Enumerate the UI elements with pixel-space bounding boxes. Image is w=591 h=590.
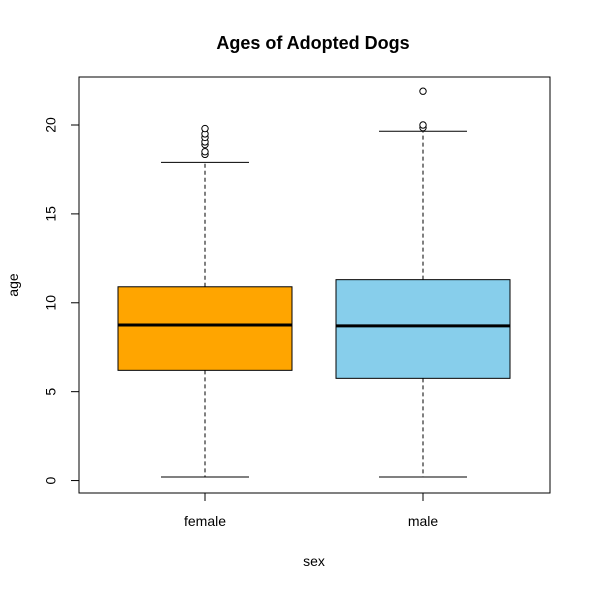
y-axis-label: age xyxy=(5,273,21,297)
x-axis-label: sex xyxy=(303,553,325,569)
female-box xyxy=(117,286,293,371)
y-tick-label: 10 xyxy=(43,295,59,311)
x-axis: female male xyxy=(184,492,439,529)
female-outlier-point xyxy=(201,147,209,156)
y-tick-label: 0 xyxy=(43,476,59,484)
x-tick-label-male: male xyxy=(408,513,439,529)
y-axis: 0 5 10 15 20 xyxy=(43,117,80,484)
x-tick-label-female: female xyxy=(184,513,226,529)
chart-title: Ages of Adopted Dogs xyxy=(216,33,409,53)
male-box xyxy=(335,279,511,379)
y-tick-label: 15 xyxy=(43,206,59,222)
y-tick-label: 20 xyxy=(43,117,59,133)
male-outlier-point xyxy=(419,87,427,95)
female-outlier-point xyxy=(201,124,209,133)
y-tick-label: 5 xyxy=(43,388,59,396)
male-outlier-point xyxy=(419,121,427,129)
boxes-layer xyxy=(117,87,511,478)
